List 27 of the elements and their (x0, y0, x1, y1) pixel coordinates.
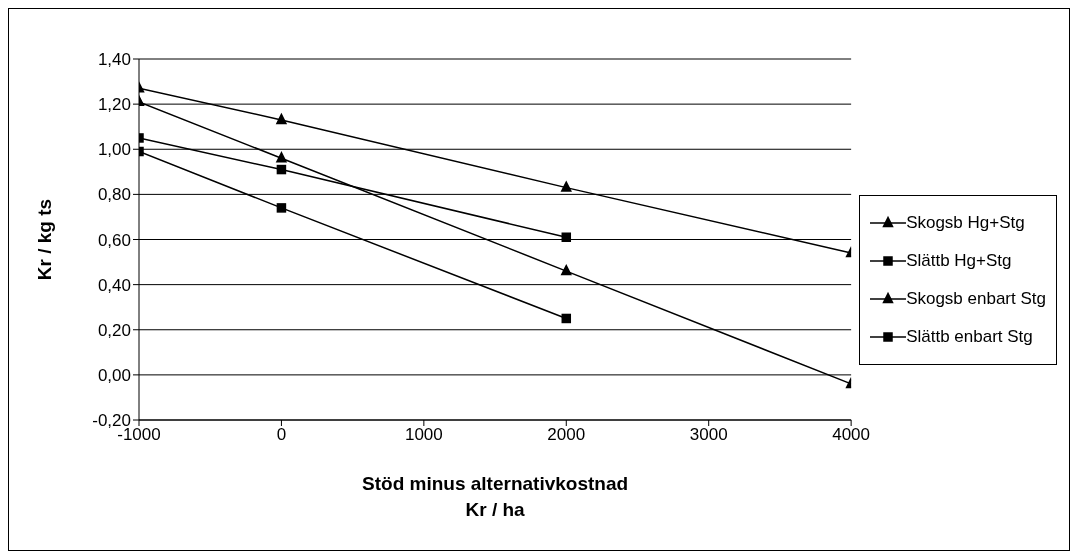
point (276, 152, 287, 163)
point (276, 164, 287, 175)
x-tick-label: 4000 (832, 425, 871, 445)
y-tick-label: 1,00 (97, 140, 131, 160)
x-tick-label: 1000 (404, 425, 443, 445)
legend-label: Skogsb Hg+Stg (906, 212, 1025, 233)
point (276, 203, 287, 213)
point (276, 113, 287, 125)
point (561, 313, 572, 324)
y-tick-label: 0,00 (97, 365, 131, 385)
legend-label: Slättb enbart Stg (906, 326, 1033, 347)
y-tick-label: 1,20 (97, 95, 131, 115)
x-tick-label: 2000 (547, 425, 586, 445)
point (561, 181, 572, 192)
y-tick-label: 0,20 (97, 320, 131, 340)
legend-label: Skogsb enbart Stg (906, 288, 1046, 309)
legend-label: Slättb Hg+Stg (906, 250, 1012, 271)
y-tick-label: 0,60 (97, 230, 131, 250)
y-axis-title: Kr / kg ts (33, 198, 55, 281)
x-tick-label: 3000 (689, 425, 728, 445)
y-tick-label: 0,80 (97, 185, 131, 205)
point (561, 232, 572, 242)
y-tick-label: 0,40 (97, 275, 131, 295)
x-axis-title: Stöd minus alternativkostnad Kr / ha (362, 473, 629, 520)
y-tick-label: 1,40 (97, 50, 131, 70)
point (561, 264, 572, 276)
x-tick-label: 0 (276, 425, 287, 445)
